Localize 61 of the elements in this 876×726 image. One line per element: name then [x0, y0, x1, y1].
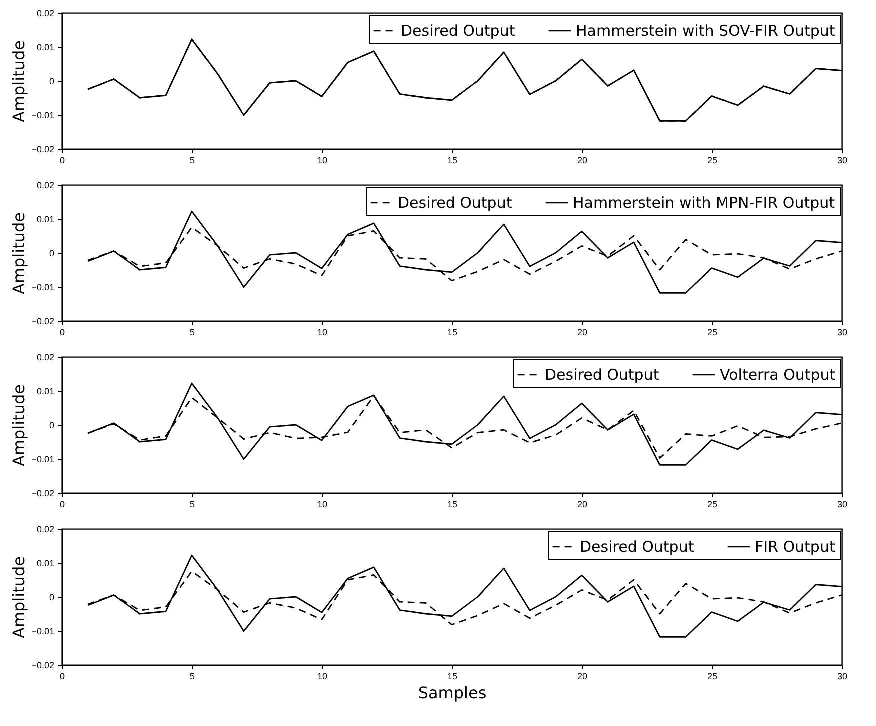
y-tick-label: −0.01 — [32, 110, 54, 120]
y-tick-label: −0.01 — [32, 626, 54, 636]
y-axis-title: Amplitude — [10, 40, 29, 122]
y-tick-label: −0.02 — [32, 660, 54, 670]
y-tick-label: 0.02 — [36, 8, 54, 18]
y-tick-label: 0 — [49, 248, 54, 258]
y-tick-label: 0.02 — [36, 352, 54, 362]
x-tick-label: 5 — [190, 328, 196, 338]
legend-label: Desired Output — [401, 22, 516, 40]
x-tick-label: 30 — [837, 672, 848, 682]
x-tick-label: 25 — [707, 672, 718, 682]
x-tick-label: 30 — [837, 500, 848, 510]
y-tick-label: 0 — [49, 592, 54, 602]
x-tick-label: 0 — [60, 156, 66, 166]
x-axis-title: Samples — [418, 684, 487, 702]
x-tick-label: 10 — [317, 328, 328, 338]
x-tick-label: 5 — [190, 500, 196, 510]
x-tick-label: 15 — [447, 156, 458, 166]
legend-label: FIR Output — [755, 538, 836, 556]
y-axis-title: Amplitude — [10, 212, 29, 294]
x-tick-label: 20 — [577, 156, 588, 166]
legend-label: Desired Output — [398, 194, 512, 212]
x-tick-label: 0 — [60, 328, 66, 338]
y-tick-label: 0.01 — [36, 558, 54, 568]
x-tick-label: 20 — [577, 328, 588, 338]
y-axis-title: Amplitude — [10, 384, 29, 466]
legend-label: Desired Output — [580, 538, 694, 556]
x-tick-label: 5 — [190, 672, 196, 682]
y-tick-label: 0 — [49, 420, 54, 430]
x-tick-label: 15 — [447, 500, 458, 510]
x-tick-label: 15 — [447, 328, 458, 338]
legend-label: Hammerstein with SOV-FIR Output — [576, 22, 836, 40]
legend-label: Hammerstein with MPN-FIR Output — [573, 194, 836, 212]
legend-label: Volterra Output — [720, 366, 836, 384]
x-tick-label: 5 — [190, 156, 196, 166]
x-tick-label: 0 — [60, 500, 66, 510]
y-tick-label: −0.02 — [32, 316, 54, 326]
y-tick-label: −0.02 — [32, 488, 54, 498]
x-tick-label: 20 — [577, 672, 588, 682]
y-tick-label: 0.01 — [36, 42, 54, 52]
x-tick-label: 10 — [317, 672, 328, 682]
y-tick-label: −0.02 — [32, 144, 54, 154]
y-tick-label: 0.01 — [36, 386, 54, 396]
x-tick-label: 30 — [837, 328, 848, 338]
x-tick-label: 0 — [60, 672, 66, 682]
y-tick-label: 0 — [49, 76, 54, 86]
legend-label: Desired Output — [545, 366, 660, 384]
y-tick-label: 0.02 — [36, 180, 54, 190]
x-tick-label: 10 — [317, 156, 328, 166]
y-tick-label: 0.02 — [36, 524, 54, 534]
y-tick-label: −0.01 — [32, 454, 54, 464]
x-tick-label: 15 — [447, 672, 458, 682]
x-tick-label: 20 — [577, 500, 588, 510]
x-tick-label: 30 — [837, 156, 848, 166]
x-tick-label: 10 — [317, 500, 328, 510]
y-tick-label: 0.01 — [36, 214, 54, 224]
y-tick-label: −0.01 — [32, 282, 54, 292]
x-tick-label: 25 — [707, 328, 718, 338]
x-tick-label: 25 — [707, 500, 718, 510]
y-axis-title: Amplitude — [10, 556, 29, 638]
x-tick-label: 25 — [707, 156, 718, 166]
